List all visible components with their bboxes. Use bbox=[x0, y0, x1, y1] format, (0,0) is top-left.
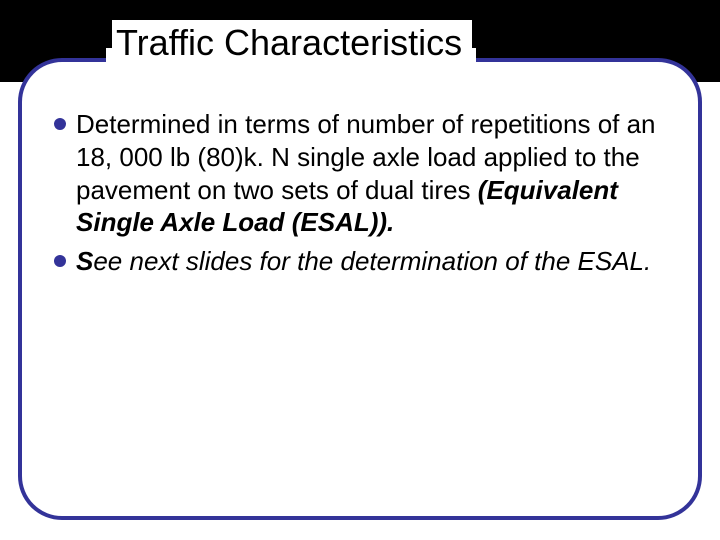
slide-title: Traffic Characteristics bbox=[112, 20, 472, 66]
bullet-icon bbox=[54, 118, 66, 130]
slide: Traffic Characteristics Determined in te… bbox=[0, 0, 720, 540]
bullet-text: Determined in terms of number of repetit… bbox=[76, 108, 666, 239]
bullet-icon bbox=[54, 255, 66, 267]
text-run: S bbox=[76, 246, 93, 276]
bullet-item: See next slides for the determination of… bbox=[54, 245, 666, 278]
bullet-text: See next slides for the determination of… bbox=[76, 245, 666, 278]
bullet-item: Determined in terms of number of repetit… bbox=[54, 108, 666, 239]
text-run: Determined bbox=[76, 109, 210, 139]
content-area: Determined in terms of number of repetit… bbox=[54, 108, 666, 284]
text-run: ee next slides for the determination of … bbox=[93, 246, 651, 276]
